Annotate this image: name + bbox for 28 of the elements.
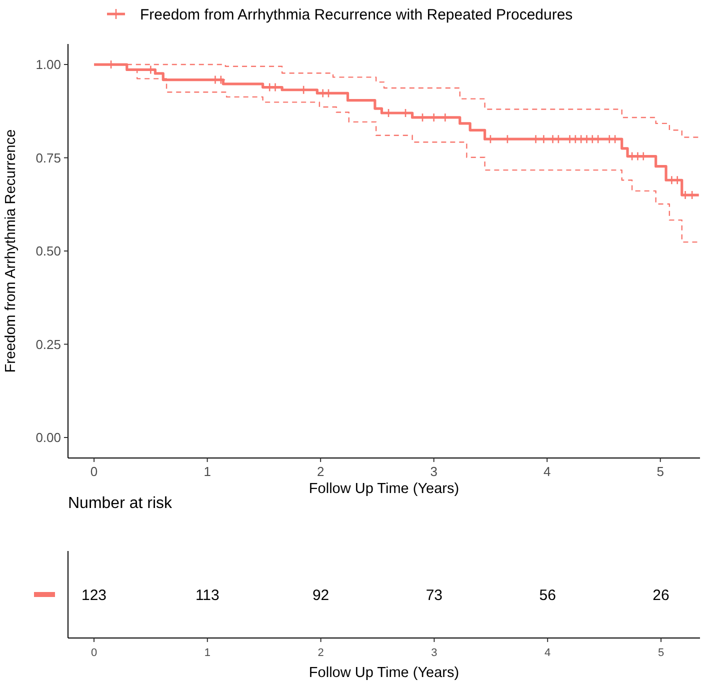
y-tick-label: 0.25 — [36, 336, 61, 352]
data-label: 56 — [539, 586, 556, 604]
x-tick-label: 2 — [316, 464, 324, 479]
y-tick-label: 1.00 — [36, 57, 61, 72]
x-axis-title: Follow Up Time (Years) — [308, 481, 460, 497]
x-tick-label: 5 — [658, 647, 664, 659]
data-label: 113 — [195, 586, 220, 604]
x-tick-label: 4 — [544, 647, 551, 659]
data-label: 73 — [426, 586, 443, 604]
y-tick-label: 0.75 — [36, 150, 61, 166]
x-tick-label: 5 — [656, 464, 664, 479]
chart-title: Number at risk — [68, 495, 174, 512]
y-axis-title: Freedom from Arrhythmia Recurrence — [3, 129, 19, 373]
legend-label: Freedom from Arrhythmia Recurrence with Repeated Procedures — [140, 6, 573, 24]
x-tick-label: 3 — [430, 464, 438, 479]
x-tick-label: 0 — [90, 647, 98, 659]
x-tick-label: 2 — [318, 647, 324, 659]
x-axis-title: Follow Up Time (Years) — [308, 665, 460, 681]
data-label: 123 — [81, 586, 107, 604]
data-label: 26 — [652, 586, 670, 604]
x-tick-label: 1 — [204, 464, 211, 479]
x-tick-label: 3 — [431, 647, 438, 659]
x-tick-label: 0 — [90, 464, 98, 479]
y-tick-label: 0.50 — [36, 244, 61, 259]
data-label: 92 — [312, 586, 330, 604]
x-tick-label: 4 — [543, 464, 551, 479]
x-tick-label: 1 — [204, 647, 210, 659]
y-tick-label: 0.00 — [36, 430, 61, 446]
